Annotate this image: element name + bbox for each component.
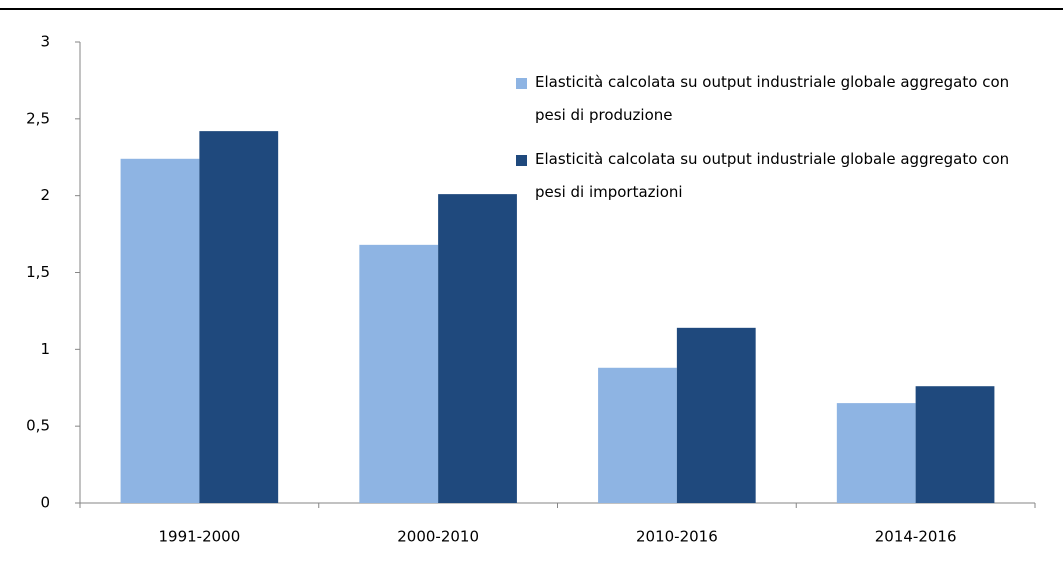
- legend-entry: Elasticità calcolata su output industria…: [535, 150, 1010, 201]
- bar: [120, 158, 200, 503]
- legend-swatch: [516, 78, 527, 89]
- x-tick-label: 2000-2010: [397, 528, 479, 546]
- y-tick-label: 0,5: [26, 417, 50, 435]
- legend-label: Elasticità calcolata su output industria…: [535, 150, 1010, 201]
- bar: [359, 244, 439, 503]
- bar: [676, 327, 756, 503]
- legend-label: Elasticità calcolata su output industria…: [535, 73, 1010, 124]
- x-tick-label: 2014-2016: [875, 528, 957, 546]
- y-tick-label: 1: [40, 340, 50, 358]
- y-tick-label: 0: [40, 494, 50, 512]
- x-tick-label: 1991-2000: [158, 528, 240, 546]
- x-tick-label: 2010-2016: [636, 528, 718, 546]
- legend-swatch: [516, 155, 527, 166]
- y-tick-label: 3: [40, 33, 50, 51]
- bar: [438, 194, 517, 503]
- y-tick-label: 2,5: [26, 109, 50, 127]
- y-tick-label: 2: [40, 186, 50, 204]
- y-tick-label: 1,5: [26, 263, 50, 281]
- bar: [598, 367, 677, 503]
- legend-entry: Elasticità calcolata su output industria…: [535, 73, 1010, 124]
- bar: [836, 403, 916, 503]
- bar: [915, 386, 995, 503]
- bar: [199, 131, 279, 504]
